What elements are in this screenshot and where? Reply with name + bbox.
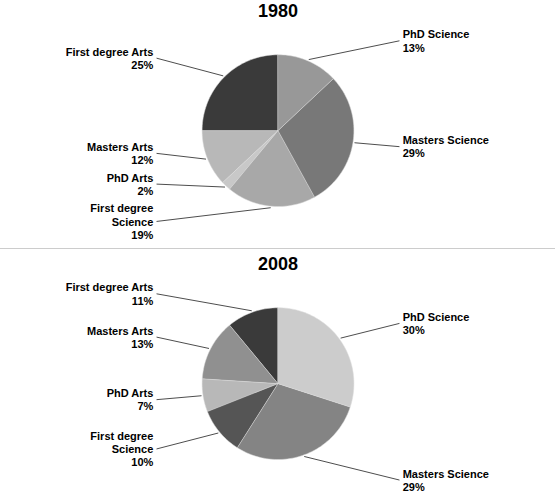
svg-text:PhD Science30%: PhD Science30% [403,311,470,336]
svg-text:Masters Arts13%: Masters Arts13% [87,325,153,350]
svg-text:2008: 2008 [258,254,298,274]
svg-text:Masters Arts12%: Masters Arts12% [87,141,153,166]
svg-text:Masters Science29%: Masters Science29% [403,134,489,159]
svg-text:1980: 1980 [258,1,298,21]
svg-text:First degree Arts25%: First degree Arts25% [66,46,154,71]
svg-text:First degreeScience19%: First degreeScience19% [90,202,153,240]
svg-text:PhD Arts2%: PhD Arts2% [107,172,154,197]
svg-text:First degreeScience10%: First degreeScience10% [90,430,153,468]
svg-text:PhD Arts7%: PhD Arts7% [107,387,154,412]
svg-text:First degree Arts11%: First degree Arts11% [66,281,154,306]
svg-text:Masters Science29%: Masters Science29% [403,468,489,493]
svg-text:PhD Science13%: PhD Science13% [403,28,470,53]
